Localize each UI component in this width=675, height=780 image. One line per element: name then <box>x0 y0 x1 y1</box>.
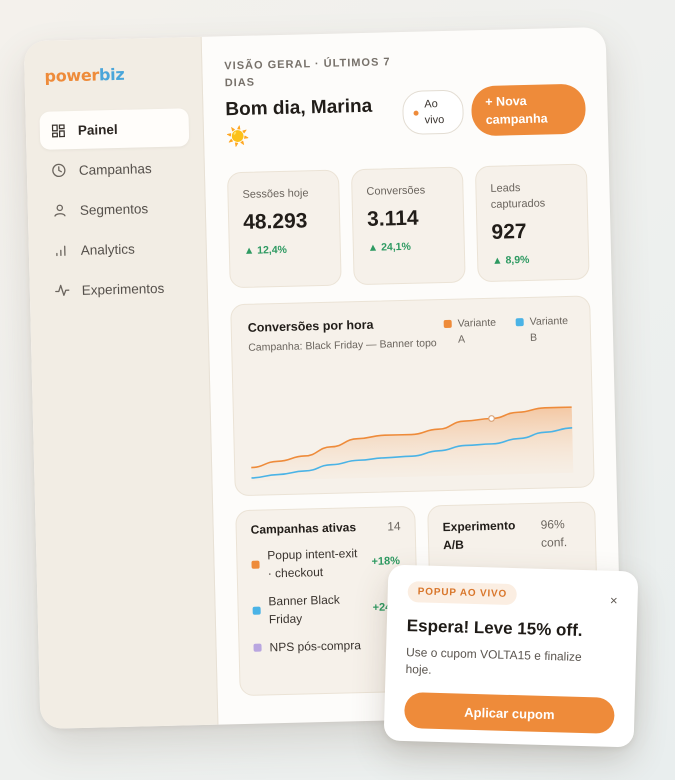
kpi-card-conversions[interactable]: Conversões 3.114 ▲ 24,1% <box>350 166 466 286</box>
sidebar-item-experimentos[interactable]: Experimentos <box>43 268 193 310</box>
campaign-name: Banner Black Friday <box>268 592 340 627</box>
active-campaigns-count: 14 <box>387 519 401 534</box>
kpi-card-leads[interactable]: Leads capturados 927 ▲ 8,9% <box>474 163 590 283</box>
sidebar-item-painel[interactable]: Painel <box>39 108 190 150</box>
popup-body: Use o cupom VOLTA15 e finalize hoje. <box>405 645 582 677</box>
kpi-row: Sessões hoje 48.293 ▲ 12,4% Conversões 3… <box>226 163 590 289</box>
clock-icon <box>51 162 67 178</box>
conversions-chart-card: Conversões por hora Campanha: Black Frid… <box>230 295 595 497</box>
legend-label: Variante B <box>529 314 569 344</box>
popup-title: Espera! Leve 15% off. <box>406 616 583 640</box>
logo-suffix: biz <box>98 64 125 85</box>
dashboard-icon <box>50 122 66 138</box>
kpi-value: 3.114 <box>366 206 419 231</box>
user-icon <box>52 202 68 218</box>
legend-item-b[interactable]: Variante B <box>515 313 575 350</box>
header-row: Bom dia, Marina ☀️ Ao vivo + Nova campan… <box>225 83 587 153</box>
sidebar-item-label: Painel <box>77 121 118 138</box>
apply-coupon-button[interactable]: Aplicar cupom <box>403 692 615 734</box>
legend-swatch <box>443 319 452 329</box>
kpi-card-sessions[interactable]: Sessões hoje 48.293 ▲ 12,4% <box>226 169 342 289</box>
popup-badge: POPUP AO VIVO <box>407 581 518 606</box>
chart-title: Conversões por hora <box>247 317 374 335</box>
live-popup: POPUP AO VIVO × Espera! Leve 15% off. Us… <box>383 564 639 748</box>
header-actions: Ao vivo + Nova campanha <box>402 83 587 138</box>
campaign-row[interactable]: Popup intent-exit · checkout +18% <box>251 543 402 583</box>
sidebar-item-label: Campanhas <box>78 160 152 178</box>
kpi-label: Leads capturados <box>490 182 546 211</box>
sidebar-item-campanhas[interactable]: Campanhas <box>40 148 190 190</box>
sidebar-item-segmentos[interactable]: Segmentos <box>41 188 191 230</box>
kpi-value: 927 <box>491 219 527 244</box>
live-dot-icon <box>413 110 419 116</box>
live-label: Ao vivo <box>424 98 445 127</box>
bar-chart-icon <box>53 242 69 258</box>
campaign-name: Popup intent-exit · checkout <box>267 546 358 581</box>
series-line-2[interactable] <box>250 427 573 479</box>
legend-item-a[interactable]: Variante A <box>443 315 503 352</box>
active-campaigns-title: Campanhas ativas <box>250 520 357 537</box>
campaign-color-dot <box>252 606 261 615</box>
chart-header: Conversões por hora Campanha: Black Frid… <box>248 313 575 357</box>
highlight-point[interactable] <box>488 415 495 422</box>
campaign-name: NPS pós-compra <box>269 638 362 655</box>
sidebar: powerbiz Painel Campanhas Segmentos Anal… <box>23 36 219 730</box>
logo-prefix: power <box>44 65 100 86</box>
kpi-delta: ▲ 24,1% <box>367 240 412 254</box>
chart-subtitle: Campanha: Black Friday — Banner topo <box>248 337 437 354</box>
legend-swatch <box>515 318 524 327</box>
active-campaigns-header: Campanhas ativas 14 <box>251 519 401 537</box>
campaign-color-dot <box>253 643 262 652</box>
chart-titles: Conversões por hora Campanha: Black Frid… <box>248 316 439 357</box>
live-toggle[interactable]: Ao vivo <box>402 89 465 135</box>
dashboard-window: powerbiz Painel Campanhas Segmentos Anal… <box>23 26 623 730</box>
kpi-delta: ▲ 12,4% <box>243 243 288 257</box>
close-icon[interactable]: × <box>609 592 618 608</box>
conversions-chart[interactable] <box>249 379 574 481</box>
sidebar-item-analytics[interactable]: Analytics <box>42 228 192 270</box>
sidebar-item-label: Experimentos <box>81 280 165 298</box>
campaign-row[interactable]: Banner Black Friday +24% <box>252 589 403 629</box>
campaign-row[interactable]: NPS pós-compra <box>253 635 403 657</box>
kpi-label: Conversões <box>366 184 426 198</box>
page-eyebrow: VISÃO GERAL · ÚLTIMOS 7 DIAS <box>224 56 391 90</box>
sidebar-item-label: Segmentos <box>79 200 149 218</box>
logo[interactable]: powerbiz <box>44 63 187 86</box>
kpi-label: Sessões hoje <box>242 187 309 201</box>
page-title: Bom dia, Marina ☀️ <box>225 95 373 149</box>
series-area-1 <box>251 407 574 481</box>
legend-label: Variante A <box>457 316 497 346</box>
pulse-icon <box>54 282 70 298</box>
sidebar-item-label: Analytics <box>80 241 135 258</box>
new-campaign-button[interactable]: + Nova campanha <box>470 83 587 137</box>
campaign-color-dot <box>251 560 260 569</box>
series-line-1[interactable] <box>250 406 573 469</box>
main-content: VISÃO GERAL · ÚLTIMOS 7 DIAS Bom dia, Ma… <box>202 27 623 725</box>
chart-legend: Variante A Variante B <box>443 313 575 352</box>
kpi-value: 48.293 <box>242 209 308 234</box>
kpi-delta: ▲ 8,9% <box>492 253 530 267</box>
